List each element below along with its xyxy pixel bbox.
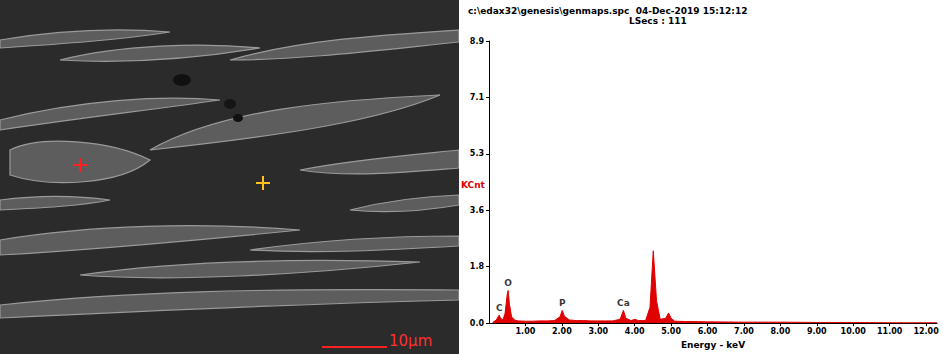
svg-text:8.9: 8.9	[470, 37, 485, 46]
svg-text:1.00: 1.00	[516, 327, 536, 336]
svg-text:7.00: 7.00	[734, 327, 754, 336]
svg-text:KCnt: KCnt	[461, 180, 486, 190]
svg-text:c:\edax32\genesis\genmaps.spc: c:\edax32\genesis\genmaps.spc 04-Dec-201…	[468, 6, 747, 16]
svg-text:3.00: 3.00	[588, 327, 608, 336]
svg-text:C: C	[496, 303, 503, 313]
svg-text:4.00: 4.00	[625, 327, 645, 336]
svg-text:8.00: 8.00	[771, 327, 791, 336]
svg-text:LSecs : 111: LSecs : 111	[629, 16, 687, 26]
svg-text:10μm: 10μm	[389, 332, 432, 350]
svg-text:P: P	[559, 298, 566, 308]
svg-text:12.00: 12.00	[913, 327, 939, 336]
svg-text:11.00: 11.00	[877, 327, 903, 336]
svg-text:2.00: 2.00	[552, 327, 572, 336]
svg-text:3.6: 3.6	[470, 206, 485, 215]
svg-text:Ca: Ca	[617, 298, 630, 308]
svg-text:9.00: 9.00	[807, 327, 827, 336]
svg-text:Energy - keV: Energy - keV	[681, 340, 745, 350]
svg-text:5.3: 5.3	[470, 149, 484, 158]
svg-text:10.00: 10.00	[841, 327, 867, 336]
svg-text:O: O	[504, 278, 512, 288]
svg-text:6.00: 6.00	[698, 327, 718, 336]
svg-text:1.8: 1.8	[470, 262, 485, 271]
svg-text:5.00: 5.00	[661, 327, 681, 336]
svg-text:0.0: 0.0	[470, 319, 485, 328]
svg-text:7.1: 7.1	[470, 93, 485, 102]
